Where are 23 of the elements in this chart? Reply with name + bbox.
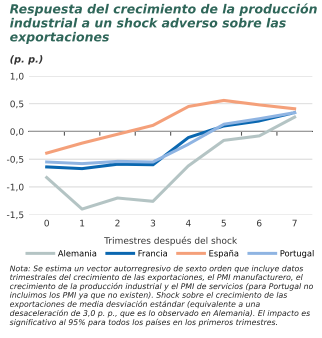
legend-label: Francia: [138, 250, 167, 256]
chart-title: Respuesta del crecimiento de la producción industrial a un shock adverso sobre las exportaciones: [10, 3, 317, 44]
x-tick-label: 3: [150, 220, 156, 226]
legend-label: Portugal: [280, 250, 314, 258]
x-tick-label: 4: [186, 220, 191, 226]
y-tick-label: 0,5: [10, 100, 24, 108]
x-tick-label: 6: [256, 220, 262, 226]
y-tick-label: -1,0: [6, 184, 24, 192]
y-tick-label: -1,5: [6, 211, 24, 220]
y-tick-label: 0,0: [10, 128, 24, 136]
x-axis-title: Trimestres después del shock: [104, 236, 238, 246]
y-tick-label: 1,0: [10, 72, 24, 81]
y-tick-label: -0,5: [6, 156, 24, 164]
x-tick-label: 1: [80, 220, 84, 226]
x-tick-label: 7: [292, 220, 297, 226]
line-series: [45, 116, 296, 211]
y-axis-title: (p. p.): [10, 55, 42, 65]
legend-label: Alemania: [58, 250, 96, 256]
x-tick-label: 0: [44, 220, 49, 226]
x-tick-label: 2: [115, 220, 120, 226]
legend-label: España: [209, 250, 238, 258]
line-series: [45, 98, 296, 155]
x-tick-label: 5: [222, 220, 226, 226]
